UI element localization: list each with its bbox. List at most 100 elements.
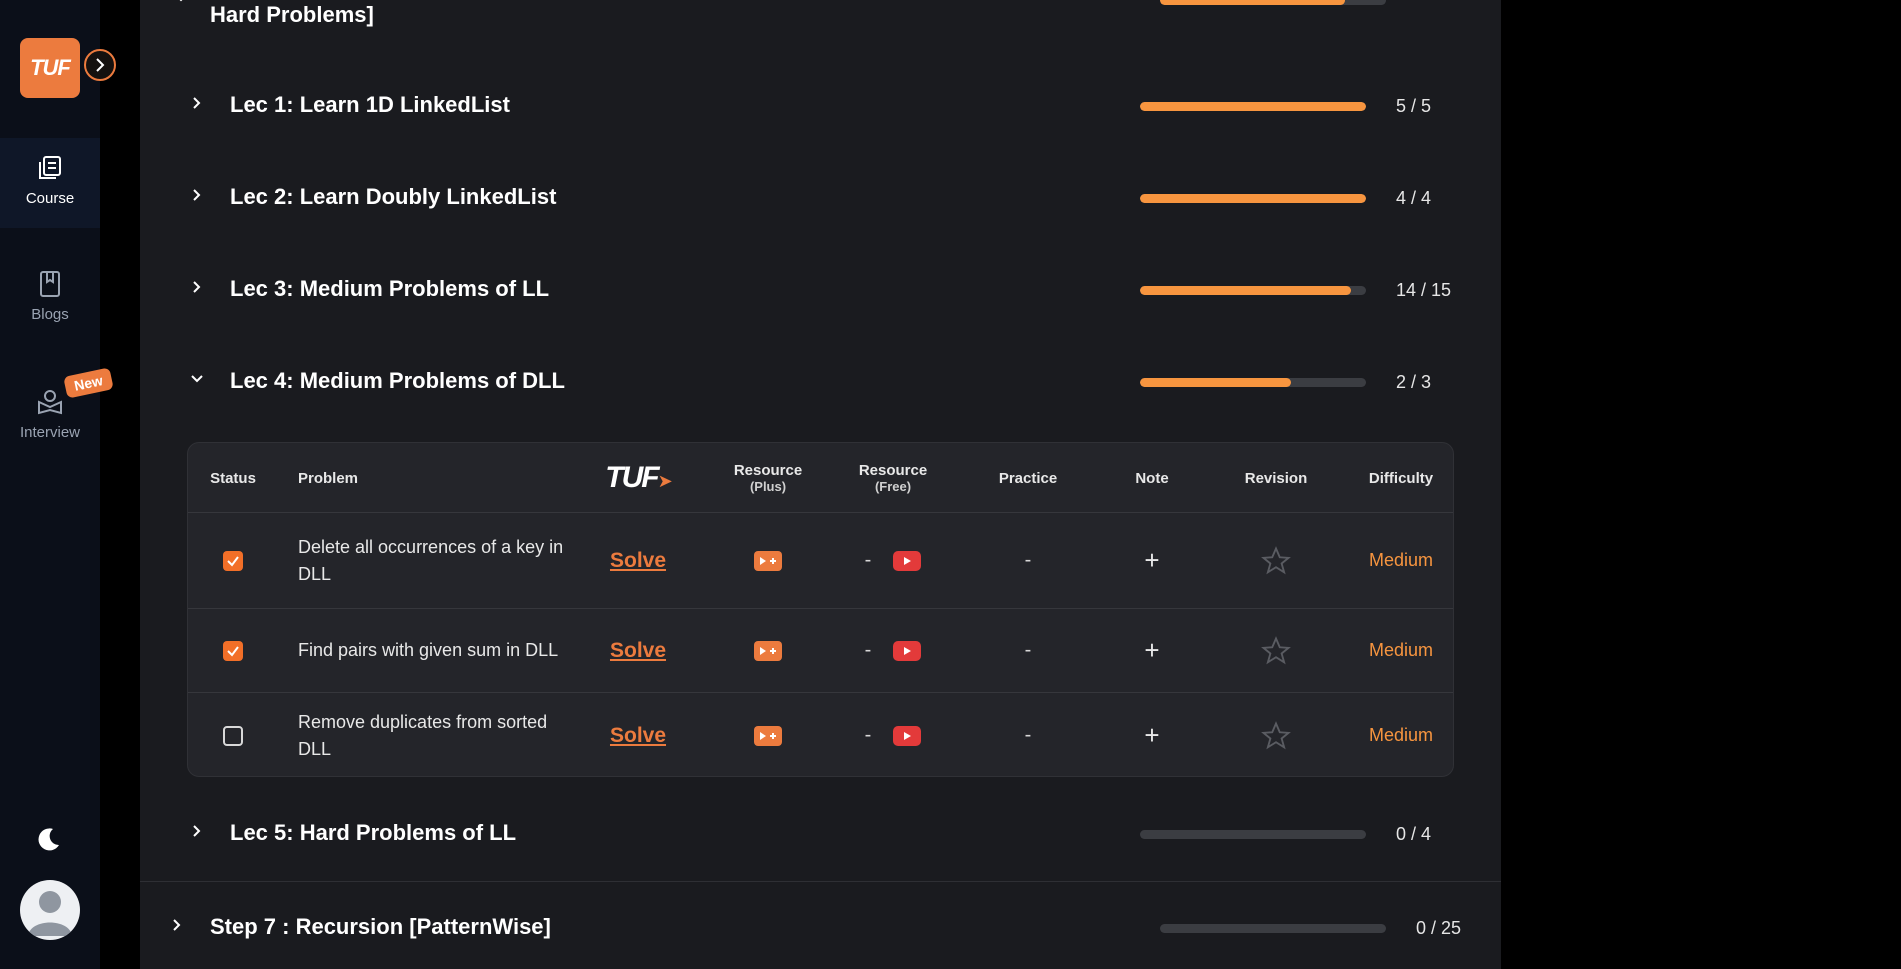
solve-cell: Solve xyxy=(588,693,688,776)
chevron-down-icon[interactable] xyxy=(190,372,204,386)
practice-dash: - xyxy=(1024,724,1032,746)
lecture-title: Lec 1: Learn 1D LinkedList xyxy=(230,92,510,117)
chevron-right-icon[interactable] xyxy=(170,918,184,932)
lecture-row[interactable]: Lec 4: Medium Problems of DLL 2 / 3 xyxy=(140,352,1501,412)
table-row: Find pairs with given sum in DLL Solve -… xyxy=(188,609,1453,693)
status-checkbox[interactable] xyxy=(223,640,243,661)
lecture-count: 5 / 5 xyxy=(1396,96,1432,116)
solve-cell: Solve xyxy=(588,513,688,608)
problem-name: Remove duplicates from sorted DLL xyxy=(298,711,548,759)
header-note: Note xyxy=(1135,469,1169,487)
sidebar-item-label: Blogs xyxy=(31,306,69,323)
star-icon[interactable] xyxy=(1261,720,1291,751)
new-badge: New xyxy=(63,367,114,399)
tuf-logo[interactable]: TUF xyxy=(20,38,80,98)
step-row[interactable]: Step 7 : Recursion [PatternWise] 0 / 25 xyxy=(140,898,1501,958)
plus-video-icon[interactable] xyxy=(754,725,782,746)
lecture-title: Lec 2: Learn Doubly LinkedList xyxy=(230,184,557,209)
problems-table: Status Problem TUF➤ Resource (Plus) Resou… xyxy=(187,442,1454,777)
lecture-progress-bar xyxy=(1140,102,1366,111)
solve-link[interactable]: Solve xyxy=(609,548,667,572)
youtube-icon[interactable] xyxy=(893,640,922,661)
lecture-row[interactable]: Lec 2: Learn Doubly LinkedList 4 / 4 xyxy=(140,168,1501,228)
step-progress-bar xyxy=(1160,0,1386,5)
chevron-right-icon xyxy=(96,58,105,72)
lecture-row[interactable]: Lec 3: Medium Problems of LL 14 / 15 xyxy=(140,260,1501,320)
problem-name: Delete all occurrences of a key in DLL xyxy=(298,536,564,584)
interview-icon xyxy=(38,390,62,415)
step-title[interactable]: Hard Problems] xyxy=(210,2,374,27)
lecture-row[interactable]: Lec 1: Learn 1D LinkedList 5 / 5 xyxy=(140,76,1501,136)
add-note-button[interactable]: + xyxy=(1144,720,1160,750)
lecture-title: Lec 4: Medium Problems of DLL xyxy=(230,368,565,393)
practice-dash: - xyxy=(1024,549,1032,571)
chevron-right-icon[interactable] xyxy=(190,96,204,110)
star-icon[interactable] xyxy=(1261,635,1291,666)
lecture-title: Lec 3: Medium Problems of LL xyxy=(230,276,550,301)
lecture-row[interactable]: Lec 5: Hard Problems of LL 0 / 4 xyxy=(140,804,1501,864)
header-difficulty: Difficulty xyxy=(1368,469,1434,487)
solve-link[interactable]: Solve xyxy=(609,723,667,747)
sidebar-item-course[interactable]: Course xyxy=(0,138,100,228)
status-cell xyxy=(188,609,278,692)
resource-plus-cell xyxy=(718,693,818,776)
divider xyxy=(140,881,1501,882)
sidebar-item-blogs[interactable]: Blogs xyxy=(0,270,100,323)
sidebar-item-interview[interactable]: Interview xyxy=(0,388,100,441)
note-cell: + xyxy=(1102,513,1202,608)
sidebar-item-label: Interview xyxy=(19,424,81,441)
status-checkbox[interactable] xyxy=(223,725,243,746)
difficulty-cell: Medium xyxy=(1351,513,1451,608)
practice-cell: - xyxy=(978,609,1078,692)
youtube-icon[interactable] xyxy=(893,550,922,571)
chevron-right-icon[interactable] xyxy=(190,188,204,202)
revision-cell xyxy=(1226,609,1326,692)
lecture-count: 4 / 4 xyxy=(1396,188,1432,208)
revision-cell xyxy=(1226,693,1326,776)
logo-text: TUF xyxy=(30,55,71,80)
header-resource-free: Resource (Free) xyxy=(858,462,928,494)
resource-plus-cell xyxy=(718,609,818,692)
step-count: 0 / 25 xyxy=(1416,918,1462,938)
header-practice: Practice xyxy=(998,469,1058,487)
add-note-button[interactable]: + xyxy=(1144,545,1160,575)
difficulty-cell: Medium xyxy=(1351,693,1451,776)
practice-dash: - xyxy=(1024,639,1032,661)
status-cell xyxy=(188,693,278,776)
table-row: Remove duplicates from sorted DLL Solve … xyxy=(188,693,1453,776)
progress-fill xyxy=(1140,378,1291,387)
header-resource-plus: Resource (Plus) xyxy=(733,462,803,494)
note-cell: + xyxy=(1102,609,1202,692)
status-checkbox[interactable] xyxy=(223,550,243,571)
chevron-down-icon[interactable] xyxy=(174,0,188,6)
youtube-icon[interactable] xyxy=(893,725,922,746)
header-tuf: TUF➤ xyxy=(588,443,688,513)
lecture-progress-bar xyxy=(1140,194,1366,203)
difficulty-label: Medium xyxy=(1368,640,1434,660)
lecture-progress-bar xyxy=(1140,830,1366,839)
plus-video-icon[interactable] xyxy=(754,640,782,661)
chevron-right-icon[interactable] xyxy=(190,824,204,838)
difficulty-label: Medium xyxy=(1368,725,1434,745)
sidebar-item-label: Course xyxy=(25,190,75,207)
revision-cell xyxy=(1226,513,1326,608)
avatar[interactable] xyxy=(20,880,80,940)
header-problem: Problem xyxy=(298,469,359,487)
chevron-right-icon[interactable] xyxy=(190,280,204,294)
difficulty-label: Medium xyxy=(1368,550,1434,570)
resource-free-cell: - xyxy=(843,513,943,608)
table-row: Delete all occurrences of a key in DLL S… xyxy=(188,513,1453,609)
moon-icon[interactable] xyxy=(36,826,62,852)
star-icon[interactable] xyxy=(1261,545,1291,576)
note-cell: + xyxy=(1102,693,1202,776)
course-content: Hard Problems] Lec 1: Learn 1D LinkedLis… xyxy=(140,0,1501,969)
difficulty-cell: Medium xyxy=(1351,609,1451,692)
practice-cell: - xyxy=(978,513,1078,608)
practice-cell: - xyxy=(978,693,1078,776)
plus-video-icon[interactable] xyxy=(754,550,782,571)
solve-link[interactable]: Solve xyxy=(609,638,667,662)
table-header: Status Problem TUF➤ Resource (Plus) Resou… xyxy=(188,443,1453,513)
add-note-button[interactable]: + xyxy=(1144,635,1160,665)
check-icon xyxy=(227,555,239,567)
expand-sidebar-button[interactable] xyxy=(84,49,116,81)
